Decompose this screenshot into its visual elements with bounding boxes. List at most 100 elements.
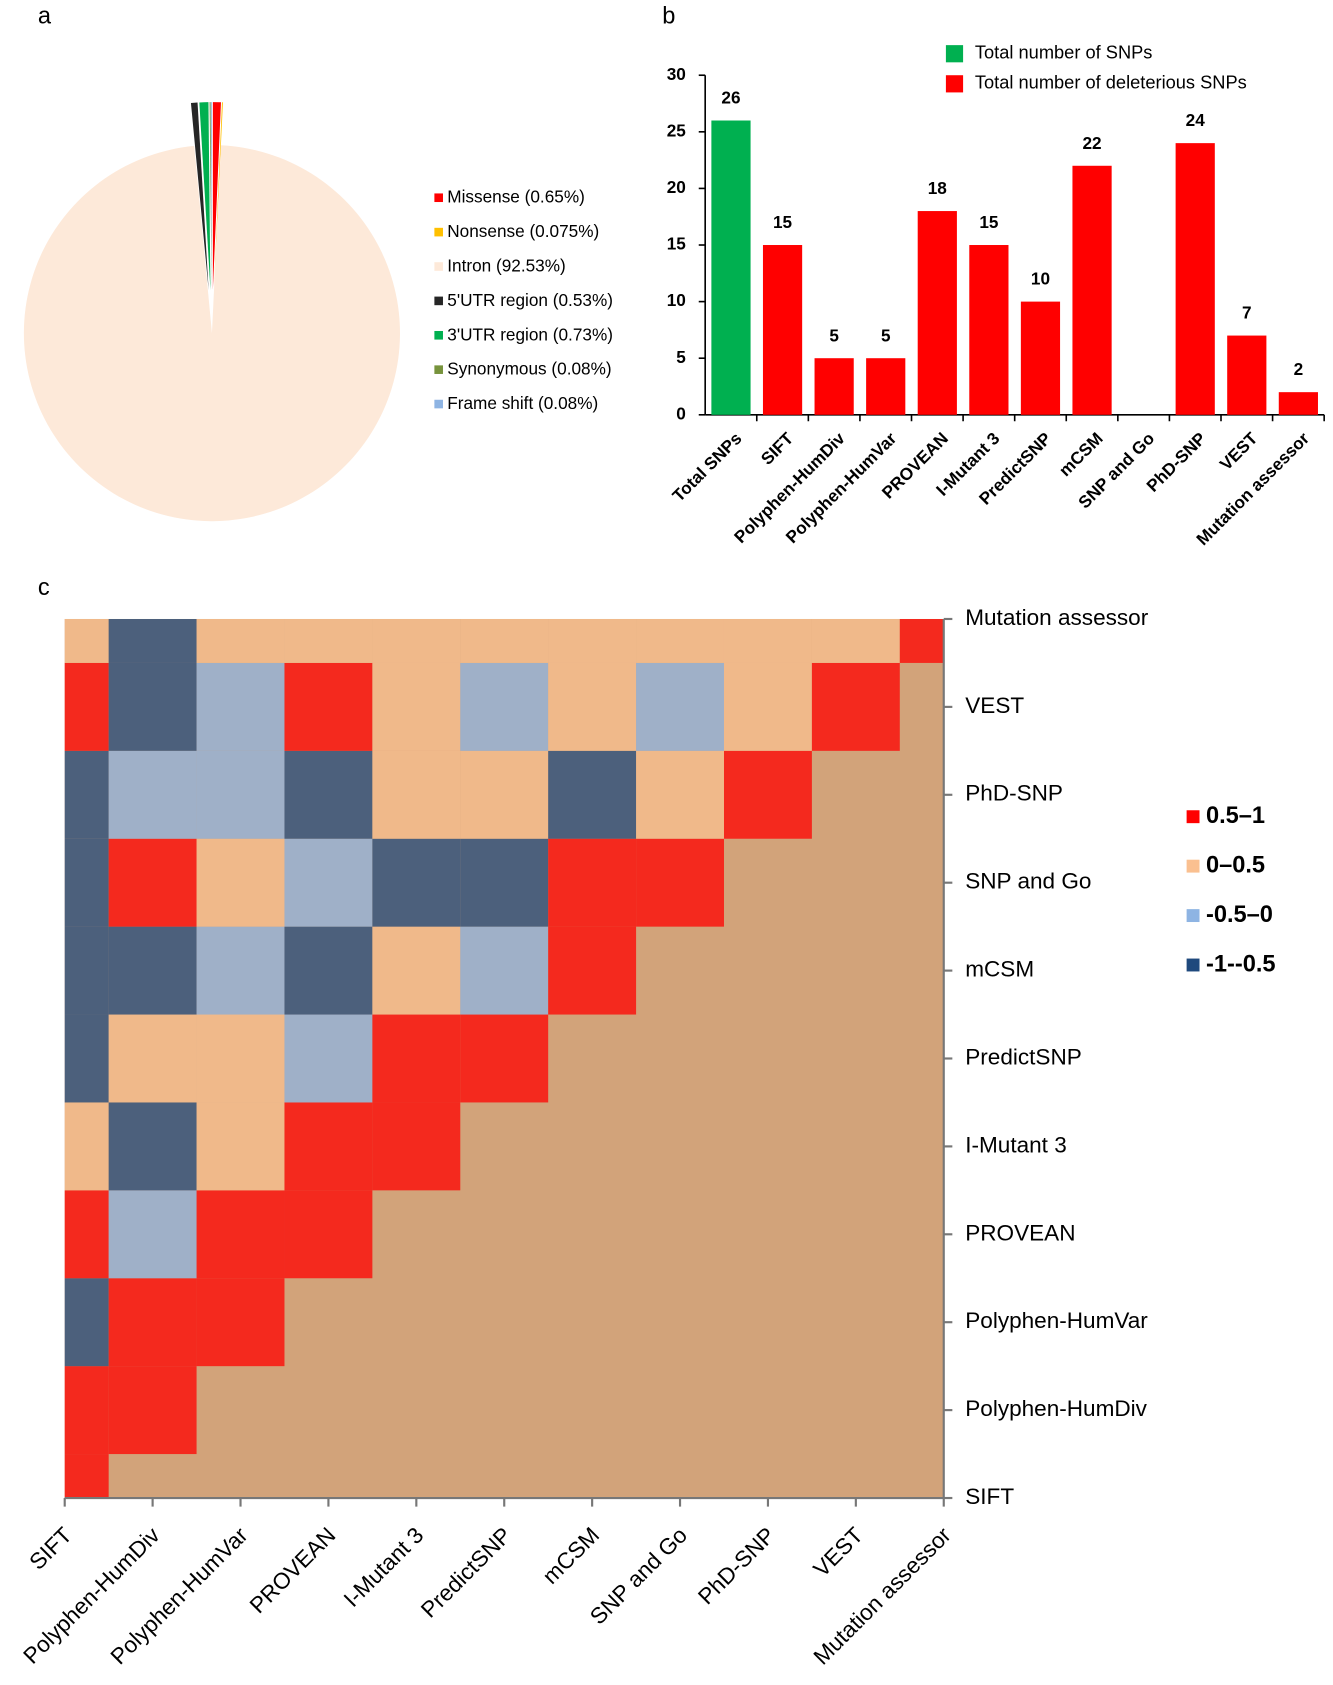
legend-swatch <box>434 193 443 203</box>
legend-name: 3'UTR region <box>447 324 548 344</box>
heat-cell <box>372 662 461 751</box>
heat-cell <box>108 1278 197 1367</box>
y-tick-label: mCSM <box>965 957 1034 982</box>
legend-swatch <box>1186 859 1200 873</box>
bar-label: 24 <box>1186 110 1206 130</box>
heat-cell <box>108 838 197 927</box>
heat-cell <box>460 618 549 663</box>
y-tick-label: 25 <box>667 120 687 140</box>
pie-slice <box>23 145 400 522</box>
y-tick-label: SNP and Go <box>965 869 1091 894</box>
bar <box>1278 392 1318 415</box>
heat-cell <box>723 618 812 663</box>
bar <box>866 358 906 415</box>
heat-cell <box>460 662 549 751</box>
pie-slice <box>210 102 212 291</box>
legend-label: Nonsense (0.075%) <box>447 221 599 241</box>
heat-cell <box>196 838 285 927</box>
legend-swatch <box>434 227 443 237</box>
heat-cell <box>811 662 900 751</box>
pie-slice <box>212 102 221 291</box>
heat-cell <box>636 618 724 663</box>
y-tick-label: 30 <box>667 64 686 84</box>
x-tick-label: PredictSNP <box>416 1522 516 1622</box>
heat-cell <box>636 838 724 927</box>
heat-cell <box>196 662 285 751</box>
bar-label: 22 <box>1082 133 1101 153</box>
legend-label: Synonymous (0.08%) <box>447 358 611 378</box>
x-tick-label: VEST <box>1216 428 1262 474</box>
legend-value: (0.08%) <box>551 358 611 378</box>
heat-cell <box>64 1278 109 1367</box>
y-tick-label: 5 <box>676 347 686 367</box>
bar-label: 26 <box>721 88 740 108</box>
x-tick-label: SIFT <box>25 1522 77 1574</box>
heat-cell <box>811 618 900 663</box>
bar <box>1175 143 1215 415</box>
heat-cell <box>108 1014 197 1103</box>
legend-value: (0.08%) <box>538 393 598 413</box>
heat-cell <box>460 750 549 839</box>
x-tick-label: PROVEAN <box>245 1522 341 1618</box>
x-tick-label: I-Mutant 3 <box>339 1522 428 1611</box>
cells <box>64 618 944 1499</box>
y-tick-label: I-Mutant 3 <box>965 1132 1067 1157</box>
legend-swatch <box>1186 810 1200 824</box>
bar <box>1072 165 1112 415</box>
legend-name: Intron <box>447 255 491 275</box>
heat-cell <box>284 1190 373 1279</box>
y-tick-label: 10 <box>667 290 686 310</box>
y-tick-label: VEST <box>965 693 1024 718</box>
bar-label: 7 <box>1242 303 1252 323</box>
heat-cell <box>372 926 461 1015</box>
bar-label: 18 <box>928 178 948 198</box>
legend-label: 3'UTR region (0.73%) <box>447 324 613 344</box>
legend-name: Frame shift <box>447 393 533 413</box>
heat-cell <box>196 618 285 663</box>
legend-value: (0.53%) <box>553 289 613 309</box>
heat-cell <box>64 838 109 927</box>
legend-swatch <box>1186 958 1200 972</box>
x-tick-label: VEST <box>809 1522 868 1581</box>
heat-cell <box>64 1454 109 1499</box>
y-tick-label: PredictSNP <box>965 1044 1082 1069</box>
bar <box>814 358 854 415</box>
heat-cell <box>723 662 812 751</box>
legend-swatch <box>1186 909 1200 923</box>
x-tick-label: PhD-SNP <box>693 1522 780 1609</box>
heat-cell <box>636 662 724 751</box>
y-tick-label: PhD-SNP <box>965 781 1063 806</box>
heat-cell <box>64 1102 109 1191</box>
legend-swatch <box>434 365 443 374</box>
heat-cell <box>108 1366 197 1455</box>
legend-label: Missense (0.65%) <box>447 186 585 206</box>
heat-cell <box>460 1014 549 1103</box>
legend-name: Missense <box>447 186 520 206</box>
heat-cell <box>284 838 373 927</box>
heat-cell <box>372 1102 461 1191</box>
y-tick-label: 0 <box>676 403 686 423</box>
heat-cell <box>636 750 724 839</box>
heat-cell <box>108 662 197 751</box>
x-tick-label: mCSM <box>538 1522 604 1588</box>
legend-label: Total number of deleterious SNPs <box>975 72 1247 93</box>
legend-swatch <box>434 296 443 306</box>
legend-value: (0.73%) <box>553 324 613 344</box>
legend-label: Intron (92.53%) <box>447 255 565 275</box>
legend-name: Nonsense <box>447 221 524 241</box>
legend-value: (0.075%) <box>529 221 599 241</box>
x-tick-label: Total SNPs <box>668 428 745 505</box>
y-tick-label: 15 <box>667 234 687 254</box>
bar <box>762 245 803 415</box>
heat-cell <box>64 1014 109 1103</box>
y-tick-label: 20 <box>667 177 686 197</box>
heat-cell <box>196 926 285 1015</box>
pie-slice <box>209 102 212 291</box>
heat-cell <box>196 1190 285 1279</box>
bar-label: 15 <box>979 212 999 232</box>
bar <box>969 245 1009 415</box>
heat-cell <box>64 1190 109 1279</box>
heat-cell <box>548 926 637 1015</box>
bar <box>711 120 751 415</box>
pie-slice <box>190 102 209 291</box>
